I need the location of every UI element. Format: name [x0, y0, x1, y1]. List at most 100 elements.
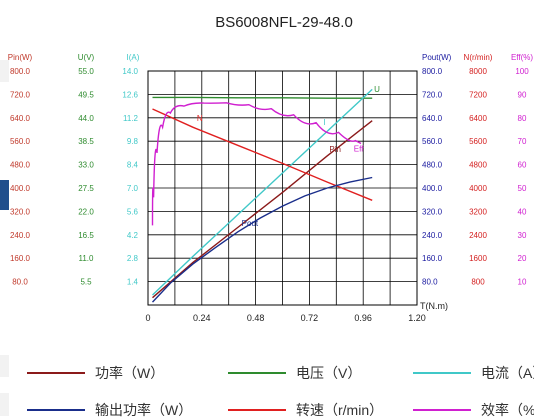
left-tick-label: 160.0 — [10, 254, 31, 263]
legend-item: 效率（%） — [413, 400, 534, 420]
page-strip — [0, 60, 9, 82]
legend-label: 输出功率（W） — [95, 402, 193, 418]
left-axis-name: I(A) — [127, 53, 140, 62]
right-tick-label: 160.0 — [422, 254, 443, 263]
left-tick-label: 320.0 — [10, 207, 31, 216]
series-line-i — [152, 88, 373, 296]
right-tick-label: 560.0 — [422, 137, 443, 146]
right-tick-label: 800.0 — [422, 67, 443, 76]
chart-title: BS6008NFL-29-48.0 — [215, 14, 353, 31]
right-tick-label: 720.0 — [422, 90, 443, 99]
right-axis-name: Pout(W) — [422, 53, 452, 62]
right-tick-label: 480.0 — [422, 161, 443, 170]
legend-swatch — [27, 409, 85, 411]
left-tick-label: 55.0 — [78, 67, 94, 76]
legend-label: 电压（V） — [296, 365, 362, 381]
left-tick-label: 11.2 — [123, 114, 139, 123]
x-tick-label: 0.24 — [193, 313, 211, 323]
left-tick-label: 11.0 — [79, 254, 95, 263]
right-axis-name: Eff(%) — [511, 53, 533, 62]
series-label-n: N — [197, 114, 203, 123]
series-line-eff — [151, 102, 362, 226]
legend-swatch — [413, 372, 471, 374]
right-tick-label: 80.0 — [422, 278, 438, 287]
left-tick-label: 44.0 — [78, 114, 94, 123]
right-axis-name: N(r/min) — [464, 53, 493, 62]
left-tick-label: 12.6 — [122, 90, 138, 99]
right-tick-label: 8000 — [469, 67, 487, 76]
left-tick-label: 400.0 — [10, 184, 31, 193]
page-strip — [0, 355, 9, 377]
right-tick-label: 80 — [518, 114, 527, 123]
legend-item: 输出功率（W） — [27, 400, 217, 420]
x-axis-label: T(N.m) — [420, 301, 448, 311]
left-tick-label: 16.5 — [78, 231, 94, 240]
right-tick-label: 320.0 — [422, 207, 443, 216]
left-axis-name: U(V) — [78, 53, 95, 62]
left-tick-label: 80.0 — [12, 278, 28, 287]
right-tick-label: 3200 — [469, 207, 487, 216]
right-tick-label: 50 — [518, 184, 527, 193]
left-tick-label: 640.0 — [10, 114, 31, 123]
series-line-n — [152, 108, 373, 201]
right-tick-label: 1600 — [469, 254, 487, 263]
left-tick-label: 480.0 — [10, 161, 31, 170]
series-line-pout — [151, 176, 373, 303]
legend-swatch — [27, 372, 85, 374]
right-tick-label: 90 — [518, 90, 527, 99]
series-label-pout: Pout — [242, 219, 259, 228]
left-tick-label: 49.5 — [78, 90, 94, 99]
legend-item: 电压（V） — [228, 363, 418, 383]
motor-performance-chart: BS6008NFL-29-48.0 0 0.24 0.48 0.72 0.96 1.20 T… — [8, 14, 534, 323]
right-tick-label: 60 — [518, 161, 527, 170]
right-tick-label: 640.0 — [422, 114, 443, 123]
right-tick-label: 100 — [515, 67, 529, 76]
left-tick-label: 4.2 — [127, 231, 139, 240]
legend-item: 电流（A） — [413, 363, 534, 383]
legend-label: 效率（%） — [481, 402, 534, 418]
page-strip-accent — [0, 180, 9, 210]
left-tick-label: 8.4 — [127, 161, 139, 170]
left-tick-label: 33.0 — [78, 161, 94, 170]
right-tick-label: 40 — [518, 207, 527, 216]
series-line-pin — [152, 120, 373, 299]
x-tick-label: 0.48 — [247, 313, 265, 323]
left-axis-name: Pin(W) — [8, 53, 33, 62]
left-tick-label: 240.0 — [10, 231, 31, 240]
left-tick-label: 5.5 — [80, 278, 92, 287]
right-tick-label: 6400 — [469, 114, 487, 123]
legend: 功率（W） 电压（V） 电流（A） 输出功率（W） 转速（r/min） 效率（%） — [0, 355, 534, 418]
legend-label: 功率（W） — [95, 365, 165, 381]
page-strip — [0, 393, 9, 416]
left-tick-label: 560.0 — [10, 137, 31, 146]
series-label-pin: Pin — [329, 145, 341, 154]
right-tick-label: 20 — [518, 254, 527, 263]
x-tick-label: 1.20 — [408, 313, 426, 323]
series-label-i: I — [323, 118, 325, 127]
left-tick-label: 9.8 — [127, 137, 139, 146]
left-tick-label: 38.5 — [78, 137, 94, 146]
series-label-eff: Eff — [354, 145, 364, 154]
left-tick-label: 1.4 — [127, 278, 139, 287]
left-tick-label: 14.0 — [122, 67, 138, 76]
legend-label: 转速（r/min） — [296, 402, 384, 418]
left-tick-label: 720.0 — [10, 90, 31, 99]
right-tick-label: 5600 — [469, 137, 487, 146]
legend-swatch — [228, 409, 286, 411]
x-tick-label: 0.96 — [354, 313, 372, 323]
right-tick-label: 240.0 — [422, 231, 443, 240]
legend-swatch — [228, 372, 286, 374]
left-tick-label: 800.0 — [10, 67, 31, 76]
right-tick-label: 2400 — [469, 231, 487, 240]
series-line-u — [152, 96, 373, 99]
right-tick-label: 7200 — [469, 90, 487, 99]
left-tick-label: 2.8 — [127, 254, 139, 263]
legend-swatch — [413, 409, 471, 411]
right-tick-label: 800 — [471, 278, 485, 287]
right-tick-label: 30 — [518, 231, 527, 240]
right-tick-label: 400.0 — [422, 184, 443, 193]
legend-item: 转速（r/min） — [228, 400, 418, 420]
legend-label: 电流（A） — [481, 365, 534, 381]
x-tick-label: 0.72 — [301, 313, 319, 323]
series-label-u: U — [374, 85, 380, 94]
